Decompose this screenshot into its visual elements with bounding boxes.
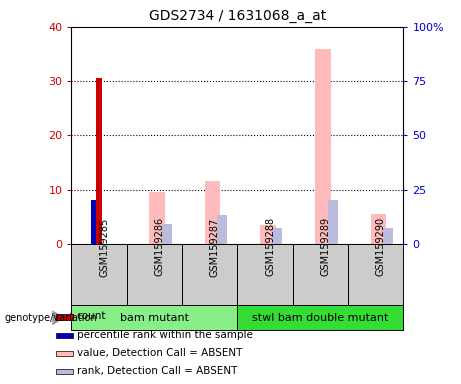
Bar xyxy=(217,215,227,244)
Text: genotype/variation: genotype/variation xyxy=(5,313,97,323)
Text: GSM159287: GSM159287 xyxy=(210,217,220,276)
Text: GSM159286: GSM159286 xyxy=(154,217,165,276)
Text: GSM159289: GSM159289 xyxy=(320,217,331,276)
Title: GDS2734 / 1631068_a_at: GDS2734 / 1631068_a_at xyxy=(149,9,326,23)
Text: stwl bam double mutant: stwl bam double mutant xyxy=(252,313,389,323)
Bar xyxy=(56,314,73,319)
Bar xyxy=(182,244,237,305)
Bar xyxy=(127,244,182,305)
Text: GSM159288: GSM159288 xyxy=(265,217,275,276)
Bar xyxy=(205,182,220,244)
Bar xyxy=(56,351,73,356)
Text: bam mutant: bam mutant xyxy=(120,313,189,323)
Bar xyxy=(237,244,293,305)
Bar xyxy=(91,200,96,244)
Bar xyxy=(348,244,403,305)
Bar xyxy=(56,369,73,374)
Bar xyxy=(237,305,403,330)
Bar xyxy=(272,228,282,244)
Bar xyxy=(371,214,386,244)
Text: count: count xyxy=(77,311,106,321)
Bar xyxy=(383,228,393,244)
Bar xyxy=(293,244,348,305)
Text: rank, Detection Call = ABSENT: rank, Detection Call = ABSENT xyxy=(77,366,237,376)
Bar xyxy=(162,224,171,244)
Bar xyxy=(260,225,276,244)
Bar xyxy=(71,305,237,330)
Text: GSM159285: GSM159285 xyxy=(99,217,109,276)
Polygon shape xyxy=(53,310,65,325)
Bar xyxy=(315,49,331,244)
Text: GSM159290: GSM159290 xyxy=(376,217,386,276)
Text: percentile rank within the sample: percentile rank within the sample xyxy=(77,329,253,339)
Bar xyxy=(149,192,165,244)
Bar xyxy=(56,333,73,338)
Bar xyxy=(71,244,127,305)
Bar xyxy=(96,78,102,244)
Text: value, Detection Call = ABSENT: value, Detection Call = ABSENT xyxy=(77,348,242,358)
Bar xyxy=(328,200,337,244)
